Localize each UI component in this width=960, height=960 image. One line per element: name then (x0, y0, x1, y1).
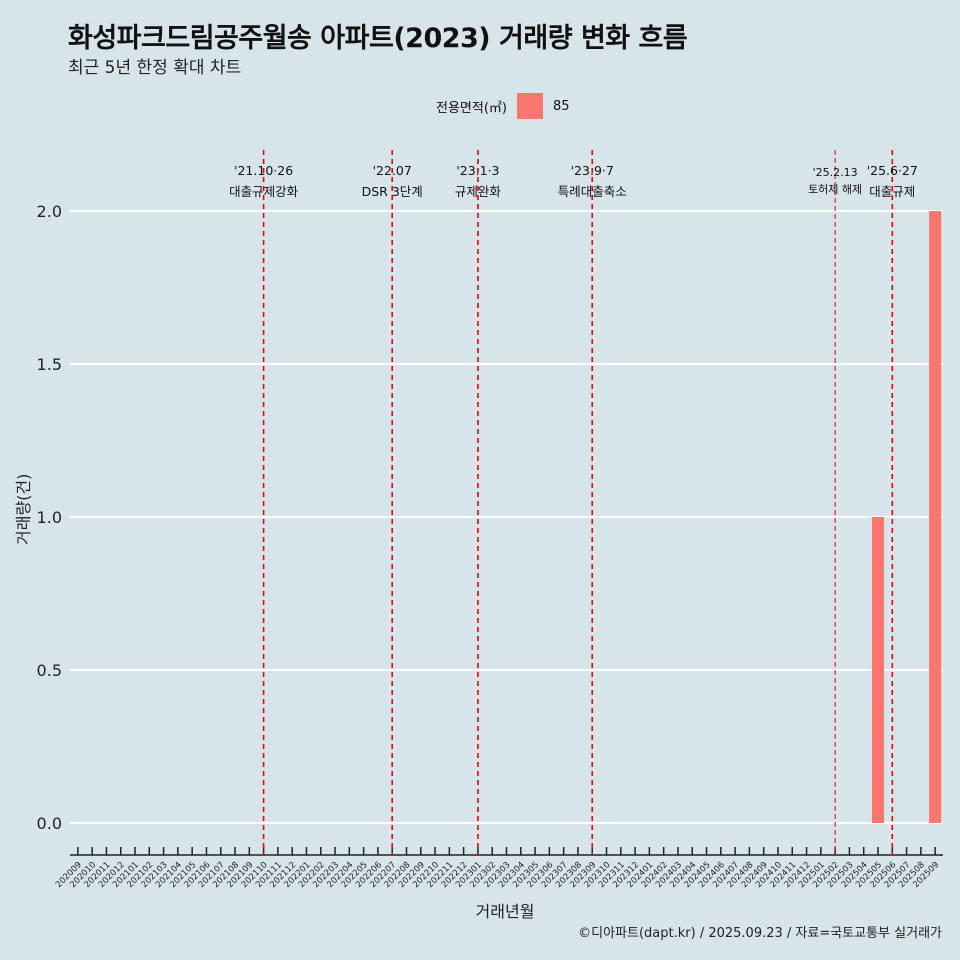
y-tick-label: 0.0 (37, 814, 62, 833)
event-date: '25.2.13 (813, 166, 858, 179)
event-label: 특례대출축소 (558, 184, 627, 199)
bar-202509 (929, 211, 942, 823)
event-date: '23.1·3 (456, 163, 499, 178)
event-label: DSR 3단계 (362, 184, 423, 199)
bar-202505 (871, 517, 885, 823)
y-tick-label: 1.0 (37, 508, 62, 527)
y-axis-label: 거래량(건) (14, 473, 33, 545)
legend-item-label: 85 (552, 98, 570, 114)
event-label: 대출규제강화 (229, 184, 299, 199)
event-date: '22.07 (373, 163, 412, 178)
legend: 전용면적(㎡) 85 (436, 93, 570, 119)
chart-title: 화성파크드림공주월송 아파트(2023) 거래량 변화 흐름 (68, 23, 688, 54)
x-axis-label: 거래년월 (475, 902, 535, 921)
y-tick-label: 0.5 (37, 661, 62, 680)
event-label: 규제완화 (455, 184, 502, 199)
event-date: '21.10·26 (234, 163, 293, 178)
event-date: '23.9·7 (571, 163, 614, 178)
legend-title: 전용면적(㎡) (436, 100, 507, 116)
event-label: 토허제 해제 (808, 182, 862, 196)
source-caption: ©디아파트(dapt.kr) / 2025.09.23 / 자료=국토교통부 실… (578, 926, 942, 941)
legend-swatch (516, 93, 543, 119)
event-label: 대출규제 (869, 184, 915, 199)
chart-subtitle: 최근 5년 한정 확대 차트 (68, 58, 242, 78)
event-date: '25.6·27 (867, 163, 918, 178)
y-tick-label: 2.0 (37, 202, 62, 221)
y-tick-label: 1.5 (37, 355, 62, 374)
